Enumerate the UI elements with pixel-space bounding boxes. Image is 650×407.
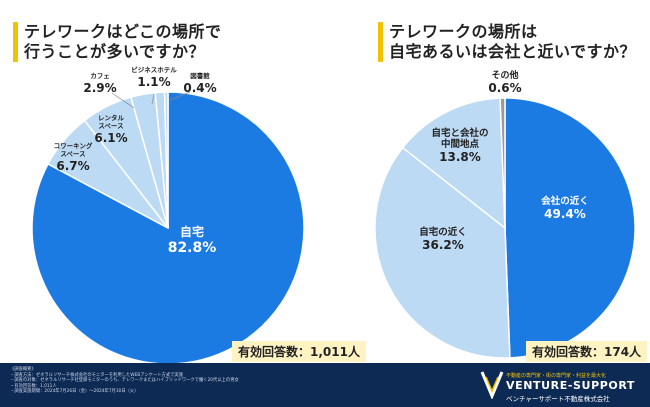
slice-value-label: 82.8%	[168, 240, 217, 256]
title-accent-bar	[13, 22, 18, 62]
chart-2-title-line: テレワークの場所は	[389, 22, 538, 41]
slice-label: 図書館	[190, 71, 210, 80]
slice-value-label: 0.4%	[183, 81, 216, 95]
company-name: ベンチャーサポート不動産株式会社	[506, 395, 610, 403]
survey-notes: 《調査概要》 ・調査方法：ゼネラルリサーチ株式会社のモニターを利用したWEBアン…	[10, 367, 239, 395]
slice-value-label: 2.9%	[83, 81, 116, 95]
survey-note: ・有効回答数：1,011人	[10, 383, 57, 389]
slice-label: 中間地点	[441, 138, 480, 150]
slice-label: 自宅	[180, 224, 204, 239]
slice-value-label: 0.6%	[488, 81, 521, 95]
slice-label: カフェ	[90, 72, 110, 80]
pie-slice	[401, 97, 506, 230]
slice-value-label: 36.2%	[422, 238, 464, 252]
title-accent-bar	[378, 22, 383, 62]
survey-note: ・調査の対象：ゼネラルリサーチ社登録モニターのうち、テレワークまたはハイブリッド…	[10, 378, 239, 384]
pie-slice	[504, 97, 636, 359]
slice-value-label: 1.1%	[137, 75, 170, 89]
chart-2-title: テレワークの場所は 自宅あるいは会社と近いですか？	[389, 22, 636, 62]
label-leader-line	[151, 93, 155, 105]
label-leader-line	[169, 91, 191, 101]
slice-label: 自宅と会社の	[431, 127, 488, 139]
chart-2-response-count: 有効回答数：174人	[526, 341, 648, 362]
survey-note: 《調査概要》	[10, 367, 36, 372]
slice-label: スペース	[98, 122, 123, 130]
brand-tagline: 不動産の専門家・街の専門家・利益を最大化	[506, 373, 607, 379]
chart-1-title-line: 行うことが多いですか？	[24, 42, 206, 61]
slice-value-label: 13.8%	[439, 150, 481, 164]
brand-name: VENTURE-SUPPORT	[506, 379, 636, 392]
chart-1-response-count: 有効回答数：1,011人	[232, 341, 366, 362]
pie-slice	[374, 146, 511, 359]
label-leader-line	[111, 92, 135, 109]
slice-value-label: 6.1%	[94, 131, 127, 145]
chart-1-title-line: テレワークはどこの場所で	[24, 22, 222, 41]
slice-label: コワーキング	[54, 141, 93, 150]
pie-slice	[163, 91, 169, 229]
slice-label: 会社の近く	[541, 195, 589, 207]
slice-label: 自宅の近く	[419, 226, 467, 238]
survey-note: ・調査実施期間：2024年7月26日（金）～2024年7月30日（火）	[10, 389, 139, 395]
slice-value-label: 6.7%	[56, 159, 89, 173]
slice-value-label: 49.4%	[544, 207, 586, 221]
pie-charts: 自宅82.8%コワーキングスペース6.7%レンタルスペース6.1%カフェ2.9%…	[31, 65, 636, 363]
slice-label: スペース	[60, 150, 85, 158]
pie-chart-1: 自宅82.8%コワーキングスペース6.7%レンタルスペース6.1%カフェ2.9%…	[31, 65, 305, 363]
slice-label: その他	[491, 69, 518, 81]
slice-label: ビジネスホテル	[131, 65, 177, 74]
chart-2-title-line: 自宅あるいは会社と近いですか？	[389, 42, 637, 61]
venture-support-logo-icon	[480, 371, 504, 399]
footer: 《調査概要》 ・調査方法：ゼネラルリサーチ株式会社のモニターを利用したWEBアン…	[0, 363, 650, 407]
chart-1-title: テレワークはどこの場所で 行うことが多いですか？	[24, 22, 222, 62]
survey-note: ・調査方法：ゼネラルリサーチ株式会社のモニターを利用したWEBアンケート方式で実…	[10, 372, 184, 378]
slice-label: レンタル	[98, 113, 125, 122]
pie-slice	[499, 97, 506, 229]
